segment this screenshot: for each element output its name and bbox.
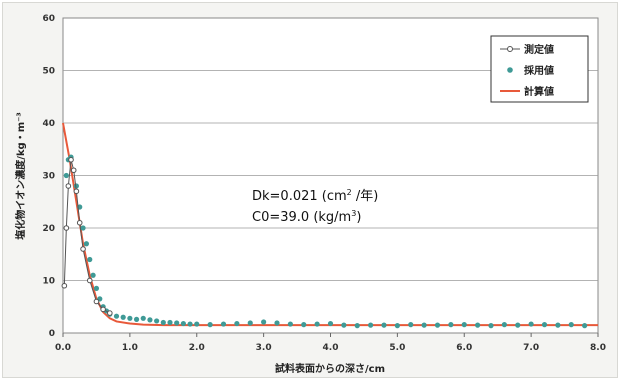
data-point	[515, 322, 521, 328]
x-tick-label: 0.0	[55, 343, 71, 353]
y-tick-label: 40	[42, 119, 55, 129]
data-point	[354, 323, 360, 329]
x-ticks: 0.0 1.0 2.0 3.0 4.0 5.0 6.0 7.0 8.0	[55, 333, 606, 353]
x-tick-label: 7.0	[523, 343, 539, 353]
annotation-dk-suffix: /年)	[352, 189, 379, 204]
annotation-c0-sup: 3	[351, 209, 356, 218]
series-layer	[61, 122, 598, 329]
data-point	[65, 183, 72, 189]
annotation-dk-prefix: Dk=0.021 (cm	[252, 189, 347, 204]
data-point	[147, 317, 153, 323]
data-point	[113, 313, 120, 319]
data-point	[120, 314, 126, 320]
data-point	[368, 322, 374, 328]
x-axis-title: 試料表面からの深さ/cm	[275, 362, 385, 375]
x-tick-label: 4.0	[323, 343, 339, 353]
data-point	[448, 322, 454, 328]
legend-marker-measured	[507, 46, 513, 52]
data-point	[274, 320, 280, 326]
y-tick-label: 20	[42, 224, 55, 234]
y-ticks: 0 10 20 30 40 50 60	[42, 14, 55, 339]
data-point	[501, 322, 507, 328]
x-tick-label: 5.0	[389, 343, 405, 353]
x-tick-label: 3.0	[256, 343, 272, 353]
data-point	[80, 225, 86, 231]
data-point	[80, 246, 86, 252]
data-point	[327, 320, 334, 327]
data-point	[63, 225, 70, 231]
data-point	[68, 156, 74, 163]
data-point	[133, 316, 140, 322]
data-point	[76, 219, 83, 226]
x-tick-label: 2.0	[189, 343, 205, 353]
legend: 測定値 採用値 計算値	[490, 35, 589, 103]
data-point	[73, 188, 80, 195]
data-point	[461, 322, 467, 328]
data-point	[93, 298, 100, 305]
data-point	[421, 322, 427, 328]
y-tick-label: 50	[42, 67, 55, 77]
data-point	[160, 319, 166, 326]
x-tick-label: 8.0	[590, 343, 606, 353]
data-point	[90, 272, 96, 278]
data-point	[434, 322, 441, 328]
legend-label-calculated: 計算値	[524, 85, 554, 98]
data-point	[314, 321, 320, 327]
data-point	[187, 321, 193, 327]
data-point	[408, 322, 414, 328]
annotation-c0-suffix: )	[356, 210, 361, 225]
annotation-dk: Dk=0.021 (cm2 /年)	[252, 188, 378, 204]
y-tick-label: 0	[49, 329, 55, 339]
data-point	[381, 322, 387, 328]
data-point	[341, 322, 347, 328]
x-tick-label: 1.0	[122, 343, 138, 353]
data-point	[167, 319, 173, 326]
data-point	[488, 323, 494, 329]
y-tick-label: 10	[42, 277, 55, 287]
data-point	[140, 315, 146, 321]
data-point	[261, 319, 267, 325]
data-point	[180, 320, 186, 327]
data-point	[100, 306, 106, 313]
data-point	[207, 322, 213, 328]
data-point	[127, 315, 133, 321]
data-point	[555, 322, 561, 328]
data-point	[541, 322, 548, 328]
data-point	[174, 320, 180, 326]
annotation-c0: C0=39.0 (kg/m3)	[252, 209, 361, 225]
data-point	[528, 321, 534, 327]
annotation-c0-prefix: C0=39.0 (kg/m	[252, 210, 351, 225]
annotation-dk-sup: 2	[347, 188, 352, 197]
y-tick-label: 60	[42, 14, 55, 24]
data-point	[83, 241, 90, 247]
data-point	[107, 310, 113, 316]
legend-label-adopted: 採用値	[524, 64, 554, 77]
data-point	[61, 282, 68, 289]
data-point	[394, 323, 400, 329]
data-point	[70, 167, 77, 174]
legend-marker-adopted	[507, 67, 513, 73]
data-point	[194, 321, 200, 327]
data-point	[301, 322, 307, 328]
data-point	[87, 256, 93, 263]
legend-label-measured: 測定値	[524, 43, 554, 56]
data-point	[475, 322, 481, 328]
data-point	[247, 320, 253, 326]
y-axis-title: 塩化物イオン濃度/kg・m⁻³	[14, 112, 27, 240]
data-point	[63, 172, 69, 179]
x-tick-label: 6.0	[456, 343, 472, 353]
data-point	[86, 277, 93, 284]
data-point	[234, 320, 240, 327]
data-point	[582, 323, 588, 329]
y-tick-label: 30	[42, 172, 55, 182]
data-point	[220, 321, 227, 327]
data-point	[93, 285, 100, 291]
data-point	[568, 322, 574, 328]
data-point	[287, 321, 293, 327]
data-point	[154, 318, 160, 324]
